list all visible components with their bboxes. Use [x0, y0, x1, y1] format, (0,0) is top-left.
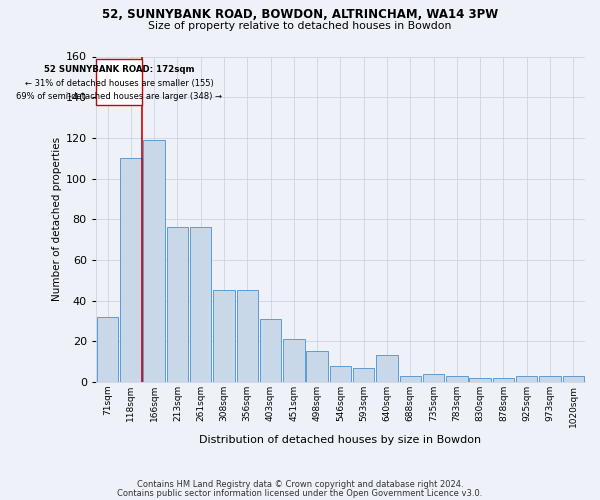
- Bar: [469, 378, 491, 382]
- Bar: [97, 317, 118, 382]
- Bar: [307, 352, 328, 382]
- Bar: [353, 368, 374, 382]
- X-axis label: Distribution of detached houses by size in Bowdon: Distribution of detached houses by size …: [199, 435, 481, 445]
- Text: Contains HM Land Registry data © Crown copyright and database right 2024.: Contains HM Land Registry data © Crown c…: [137, 480, 463, 489]
- Text: 52, SUNNYBANK ROAD, BOWDON, ALTRINCHAM, WA14 3PW: 52, SUNNYBANK ROAD, BOWDON, ALTRINCHAM, …: [102, 8, 498, 20]
- Text: 52 SUNNYBANK ROAD: 172sqm: 52 SUNNYBANK ROAD: 172sqm: [44, 64, 194, 74]
- FancyBboxPatch shape: [96, 58, 142, 106]
- Bar: [539, 376, 561, 382]
- Text: 69% of semi-detached houses are larger (348) →: 69% of semi-detached houses are larger (…: [16, 92, 222, 101]
- Bar: [376, 356, 398, 382]
- Text: ← 31% of detached houses are smaller (155): ← 31% of detached houses are smaller (15…: [25, 79, 214, 88]
- Bar: [493, 378, 514, 382]
- Bar: [143, 140, 165, 382]
- Bar: [213, 290, 235, 382]
- Text: Size of property relative to detached houses in Bowdon: Size of property relative to detached ho…: [148, 21, 452, 31]
- Bar: [260, 319, 281, 382]
- Text: Contains public sector information licensed under the Open Government Licence v3: Contains public sector information licen…: [118, 490, 482, 498]
- Bar: [446, 376, 467, 382]
- Bar: [167, 228, 188, 382]
- Bar: [283, 339, 305, 382]
- Bar: [236, 290, 258, 382]
- Bar: [120, 158, 142, 382]
- Bar: [190, 228, 211, 382]
- Bar: [400, 376, 421, 382]
- Bar: [563, 376, 584, 382]
- Bar: [330, 366, 351, 382]
- Bar: [423, 374, 445, 382]
- Y-axis label: Number of detached properties: Number of detached properties: [52, 137, 62, 302]
- Bar: [516, 376, 538, 382]
